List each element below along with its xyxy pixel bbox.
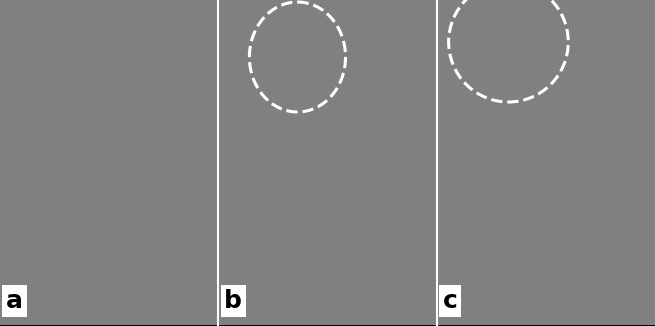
- Text: a: a: [6, 289, 23, 313]
- Text: c: c: [443, 289, 458, 313]
- Text: b: b: [225, 289, 242, 313]
